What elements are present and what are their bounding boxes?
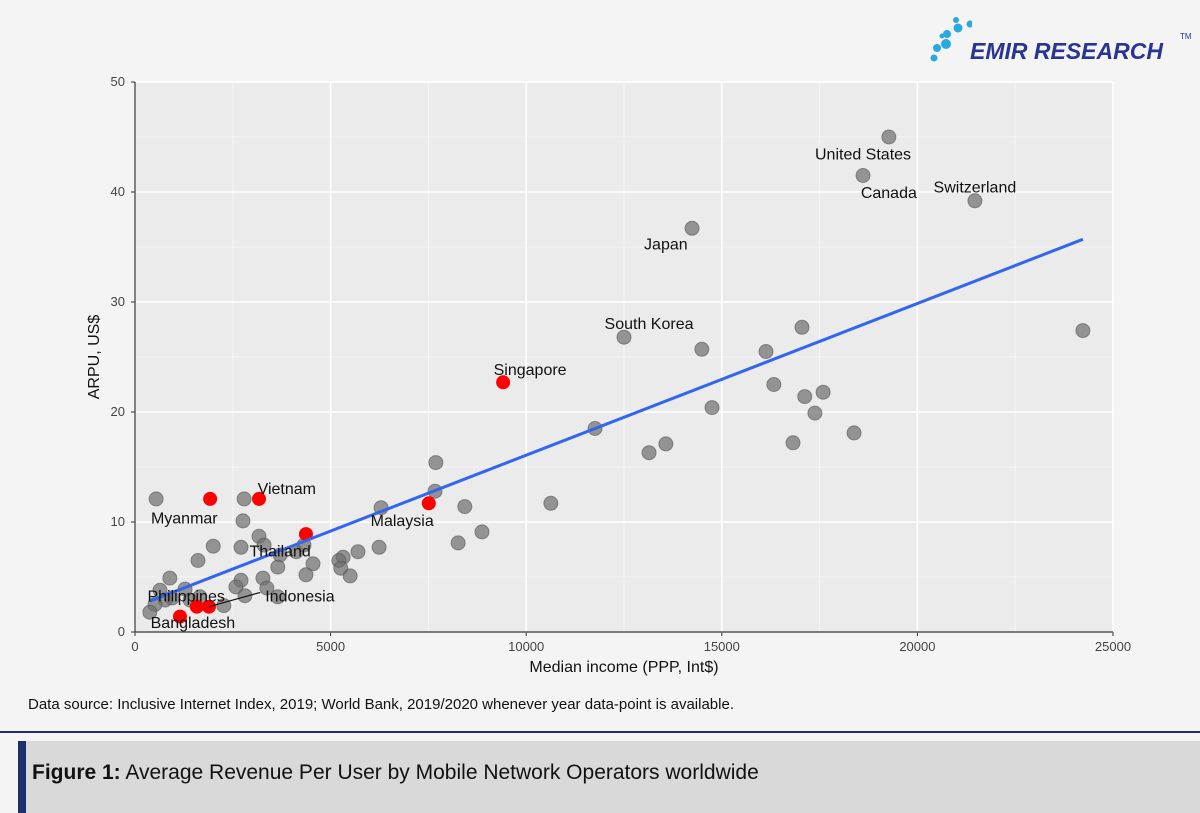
- data-point-grey: [270, 559, 286, 575]
- data-point-highlighted: [298, 527, 313, 542]
- data-point-grey: [967, 193, 983, 209]
- data-point-grey: [350, 544, 366, 560]
- data-point-grey: [881, 129, 897, 145]
- data-point-highlighted: [172, 609, 187, 624]
- country-label: South Korea: [605, 316, 694, 333]
- data-source-note: Data source: Inclusive Internet Index, 2…: [28, 696, 734, 713]
- x-tick-label: 5000: [316, 639, 345, 654]
- country-label: Vietnam: [258, 481, 316, 498]
- data-point-grey: [259, 580, 275, 596]
- x-axis-label: Median income (PPP, Int$): [529, 659, 718, 676]
- data-point-grey: [371, 539, 387, 555]
- trend-line: [149, 237, 1084, 603]
- data-point-grey: [846, 425, 862, 441]
- data-point-grey: [233, 539, 249, 555]
- logo-dots-icon: [930, 17, 974, 62]
- x-tick-label: 10000: [508, 639, 544, 654]
- country-label: Myanmar: [151, 511, 218, 528]
- country-label: Singapore: [494, 362, 567, 379]
- data-point-grey: [766, 377, 782, 392]
- country-label: Canada: [861, 185, 917, 202]
- data-point-grey: [797, 389, 813, 405]
- country-label: Indonesia: [265, 589, 334, 606]
- data-point-grey: [342, 568, 358, 584]
- data-point-grey: [704, 400, 720, 416]
- data-point-grey: [694, 341, 710, 357]
- data-point-grey: [237, 588, 253, 604]
- data-point-grey: [474, 524, 490, 540]
- data-point-grey: [450, 535, 466, 551]
- data-point-grey: [641, 445, 657, 461]
- data-point-grey: [658, 436, 674, 452]
- indonesia-label-leader: [208, 591, 261, 608]
- data-point-highlighted: [421, 496, 436, 511]
- y-tick-label: 10: [111, 514, 125, 529]
- country-label: Philippines: [147, 589, 224, 606]
- data-point-grey: [543, 495, 559, 511]
- logo-tm: TM: [1180, 32, 1192, 41]
- y-axis-label: ARPU, US$: [86, 315, 103, 400]
- data-point-grey: [457, 499, 473, 515]
- data-point-grey: [794, 319, 810, 335]
- data-point-grey: [236, 491, 252, 507]
- scatter-chart: 0 5000 10000 15000 20000 25000 0 10 20 30 40 50 Medi…: [86, 74, 1131, 676]
- y-tick-label: 40: [111, 184, 125, 199]
- data-point-grey: [616, 329, 632, 345]
- x-tick-label: 25000: [1095, 639, 1131, 654]
- data-point-grey: [758, 344, 774, 359]
- data-point-grey: [235, 513, 251, 529]
- caption-text: Average Revenue Per User by Mobile Netwo…: [120, 761, 759, 784]
- data-point-highlighted: [252, 491, 267, 506]
- data-point-grey: [428, 455, 444, 471]
- country-label: Bangladesh: [151, 615, 236, 632]
- y-tick-label: 0: [118, 624, 125, 639]
- data-point-grey: [270, 589, 286, 605]
- country-label: United States: [815, 147, 911, 164]
- data-point-highlighted: [203, 491, 218, 506]
- data-point-grey: [190, 553, 206, 568]
- data-point-highlighted: [189, 599, 204, 614]
- country-label: Thailand: [249, 544, 310, 561]
- figure-caption: Figure 1: Average Revenue Per User by Mo…: [0, 731, 1200, 813]
- data-point-grey: [305, 556, 321, 572]
- data-point-grey: [148, 491, 164, 507]
- data-point-highlighted: [496, 375, 511, 390]
- data-point-grey: [256, 537, 272, 553]
- data-point-grey: [684, 220, 700, 236]
- data-point-grey: [1075, 323, 1091, 339]
- data-point-grey: [162, 570, 178, 586]
- data-point-grey: [228, 579, 244, 595]
- x-tick-label: 15000: [704, 639, 740, 654]
- x-tick-label: 20000: [899, 639, 935, 654]
- data-point-grey: [205, 538, 221, 554]
- data-point-grey: [855, 168, 871, 183]
- country-label: Malaysia: [371, 513, 434, 530]
- caption-label: Figure 1:: [32, 761, 121, 784]
- country-label: Japan: [644, 237, 688, 254]
- y-tick-label: 50: [111, 74, 125, 89]
- data-point-grey: [807, 405, 823, 421]
- y-tick-label: 30: [111, 294, 125, 309]
- x-tick-label: 0: [131, 639, 138, 654]
- data-point-grey: [298, 567, 314, 583]
- y-tick-label: 20: [111, 404, 125, 419]
- logo-text: EMIR RESEARCH: [970, 38, 1163, 64]
- country-label: Switzerland: [934, 180, 1017, 197]
- data-point-grey: [785, 435, 801, 451]
- data-point-grey: [815, 384, 831, 400]
- data-point-grey: [142, 604, 158, 620]
- emir-research-logo: EMIR RESEARCH TM: [928, 14, 1196, 66]
